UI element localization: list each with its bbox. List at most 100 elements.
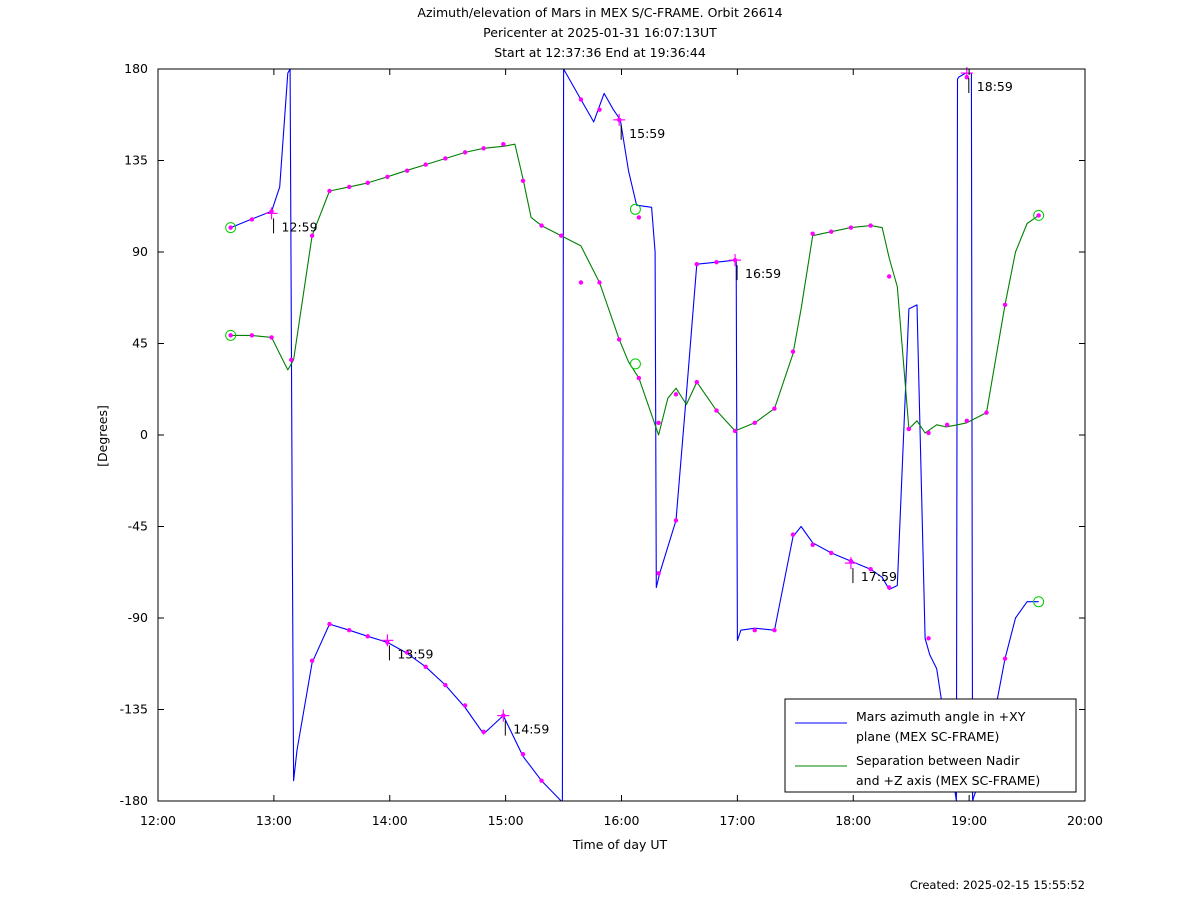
separation-marker — [636, 375, 642, 381]
marker-layer — [225, 74, 1045, 783]
start-end-circle — [225, 222, 237, 234]
separation-marker — [810, 231, 815, 236]
separation-marker — [249, 333, 255, 338]
x-axis-label: Time of day UT — [572, 837, 668, 852]
separation-marker — [228, 333, 233, 338]
start-end-circle — [629, 358, 641, 370]
plot-area: 12:59 13:59 14:59 15:59 16:59 17:59 18:59 12:0… — [120, 61, 1103, 828]
separation-marker — [365, 180, 370, 186]
separation-marker — [868, 223, 873, 228]
separation-marker — [269, 335, 274, 340]
azimuth-marker — [481, 729, 486, 735]
separation-marker — [848, 225, 854, 230]
separation-marker — [906, 426, 912, 432]
separation-marker — [597, 280, 602, 285]
separation-marker — [462, 150, 468, 155]
azimuth-marker — [597, 107, 602, 112]
separation-marker — [732, 428, 738, 434]
separation-marker — [673, 392, 679, 397]
separation-marker — [578, 280, 584, 285]
x-tick-label: 19:00 — [951, 813, 987, 828]
separation-marker — [829, 229, 834, 234]
y-axis-label: [Degrees] — [95, 405, 110, 467]
separation-marker — [886, 274, 892, 279]
azimuth-marker — [228, 225, 233, 230]
azimuth-marker — [365, 634, 370, 639]
series-line-azimuth — [230, 68, 1039, 802]
y-tick-label: -45 — [128, 519, 148, 534]
separation-marker — [790, 349, 796, 354]
hour-annotation-label: 15:59 — [629, 126, 665, 141]
separation-marker — [404, 168, 410, 173]
separation-marker — [984, 410, 989, 415]
legend-azimuth-line-2: plane (MEX SC-FRAME) — [856, 729, 999, 744]
azimuth-marker — [404, 650, 410, 655]
separation-marker — [423, 162, 428, 167]
y-tick-label: -180 — [120, 793, 148, 808]
title-line-1: Azimuth/elevation of Mars in MEX S/C-FRA… — [417, 5, 782, 20]
separation-marker — [656, 420, 661, 425]
y-tick-label: -90 — [128, 610, 148, 625]
azimuth-marker — [462, 703, 468, 708]
azimuth-marker — [327, 621, 332, 627]
x-tick-label: 16:00 — [603, 813, 639, 828]
azimuth-marker — [309, 658, 315, 663]
x-tick-label: 13:00 — [256, 813, 292, 828]
hour-annotation-label: 13:59 — [397, 646, 433, 661]
azimuth-marker — [249, 217, 255, 222]
plot-frame — [157, 68, 1086, 802]
y-tick-label: 90 — [132, 244, 148, 259]
separation-marker — [346, 184, 352, 190]
y-tick-label: 180 — [124, 61, 148, 76]
separation-marker — [964, 418, 970, 423]
x-tick-label: 17:00 — [719, 813, 755, 828]
separation-marker — [481, 146, 486, 151]
azimuth-marker — [926, 636, 931, 641]
start-end-circle — [629, 203, 641, 215]
x-tick-label: 20:00 — [1067, 813, 1103, 828]
azimuth-marker — [829, 550, 834, 556]
hour-annotation-label: 16:59 — [745, 266, 781, 281]
legend-box — [784, 698, 1077, 793]
azimuth-marker — [886, 585, 892, 590]
series-line-separation — [230, 143, 1040, 436]
separation-marker — [539, 223, 544, 228]
y-tick-label: 135 — [124, 153, 148, 168]
axis-ticks: 12:00 13:00 14:00 15:00 16:00 17:00 18:00 19:00… — [120, 61, 1103, 828]
azimuth-marker — [694, 262, 700, 267]
legend-separation-line-2: and +Z axis (MEX SC-FRAME) — [856, 773, 1040, 788]
separation-marker — [443, 156, 448, 161]
azimuth-marker — [790, 532, 796, 537]
separation-marker — [385, 174, 390, 179]
start-end-circle — [225, 329, 237, 341]
separation-marker — [501, 142, 506, 147]
time-annotations: 12:59 13:59 14:59 15:59 16:59 17:59 18:59 — [265, 67, 1013, 737]
azimuth-marker — [539, 778, 544, 783]
azimuth-marker — [443, 682, 448, 688]
azimuth-marker — [810, 542, 815, 547]
azimuth-marker — [578, 97, 584, 102]
title-line-2: Pericenter at 2025-01-31 16:07:13UT — [483, 25, 717, 40]
separation-marker — [309, 233, 315, 238]
start-end-circle — [1033, 209, 1045, 221]
x-tick-label: 18:00 — [835, 813, 871, 828]
azimuth-marker — [673, 518, 679, 523]
x-tick-label: 12:00 — [140, 813, 176, 828]
separation-marker — [694, 379, 700, 385]
azimuth-marker — [423, 664, 428, 669]
legend-azimuth-line-1: Mars azimuth angle in +XY — [856, 709, 1026, 724]
separation-marker — [944, 422, 950, 428]
start-end-circle — [1033, 596, 1045, 608]
title-line-3: Start at 12:37:36 End at 19:36:44 — [494, 45, 706, 60]
azimuth-marker — [636, 215, 642, 220]
x-tick-label: 14:00 — [372, 813, 408, 828]
azimuth-marker — [752, 628, 757, 633]
separation-marker — [772, 406, 777, 411]
separation-marker — [616, 337, 622, 342]
separation-marker — [752, 420, 757, 425]
chart-title: Azimuth/elevation of Mars in MEX S/C-FRA… — [417, 5, 782, 60]
separation-marker — [520, 178, 526, 184]
separation-marker — [926, 430, 931, 436]
separation-marker — [327, 188, 332, 194]
